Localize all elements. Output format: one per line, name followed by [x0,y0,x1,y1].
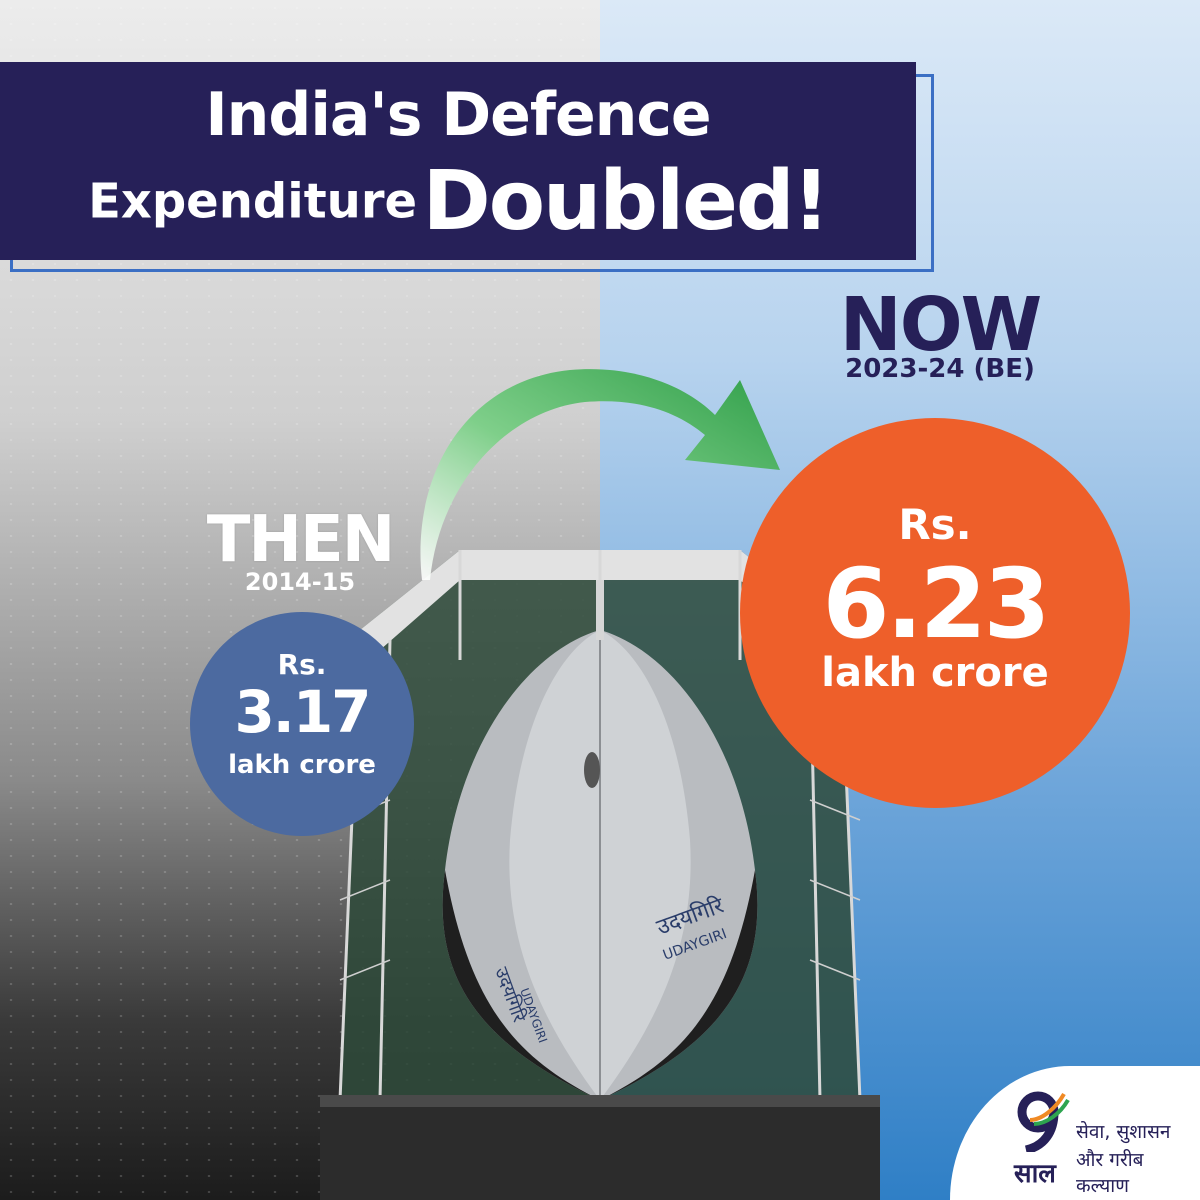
then-currency: Rs. [277,648,327,681]
logo-saal-text: साल [1014,1159,1056,1189]
growth-arrow-icon [420,369,780,580]
then-year: 2014-15 [244,568,356,596]
now-label: NOW [839,282,1042,368]
logo-tagline-line-1: सेवा, सुशासन [1076,1121,1171,1143]
then-label: THEN [206,503,396,577]
nine-years-logo-icon [1017,1091,1070,1152]
then-value-circle: Rs. 3.17 lakh crore [190,612,414,836]
title-emphasis: Doubled! [422,154,830,249]
then-unit: lakh crore [228,750,376,780]
now-currency: Rs. [898,500,972,549]
now-year: 2023-24 (BE) [845,354,1035,384]
title-banner: India's Defence Expenditure Doubled! [0,62,916,260]
now-unit: lakh crore [821,650,1049,696]
logo-tagline-line-2: और गरीब कल्याण [1076,1149,1144,1197]
title-line-2: Expenditure Doubled! [0,154,916,249]
then-value: 3.17 [234,678,371,746]
now-value-circle: Rs. 6.23 lakh crore [740,418,1130,808]
now-value: 6.23 [822,548,1051,660]
title-line-1: India's Defence [205,80,711,150]
title-prefix: Expenditure [88,173,418,230]
